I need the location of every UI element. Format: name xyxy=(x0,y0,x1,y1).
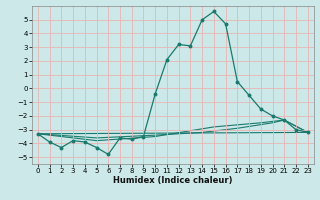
X-axis label: Humidex (Indice chaleur): Humidex (Indice chaleur) xyxy=(113,176,233,185)
